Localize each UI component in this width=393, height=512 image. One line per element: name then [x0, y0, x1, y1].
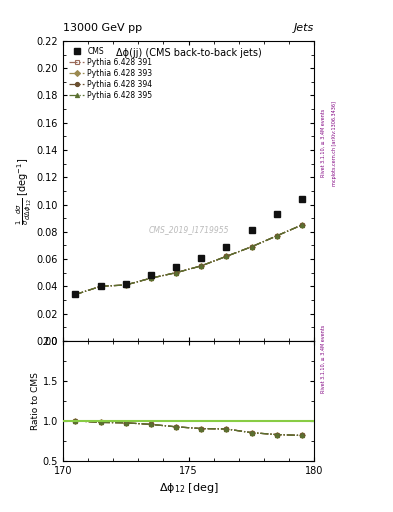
CMS — [73, 291, 78, 297]
Pythia 6.428 391 — [199, 263, 204, 269]
Pythia 6.428 393 — [73, 291, 78, 297]
Pythia 6.428 395 — [73, 291, 78, 297]
Pythia 6.428 395 — [174, 270, 178, 276]
Line: Pythia 6.428 393: Pythia 6.428 393 — [73, 223, 304, 296]
Text: Δϕ(jj) (CMS back-to-back jets): Δϕ(jj) (CMS back-to-back jets) — [116, 49, 261, 58]
Pythia 6.428 395 — [249, 244, 254, 250]
CMS — [123, 281, 128, 287]
Pythia 6.428 393 — [98, 283, 103, 289]
Text: mcplots.cern.ch [arXiv:1306.3436]: mcplots.cern.ch [arXiv:1306.3436] — [332, 101, 337, 186]
Pythia 6.428 393 — [299, 222, 304, 228]
Y-axis label: Ratio to CMS: Ratio to CMS — [31, 372, 40, 430]
Pythia 6.428 391 — [73, 291, 78, 297]
Pythia 6.428 395 — [224, 253, 229, 260]
Pythia 6.428 394 — [174, 270, 178, 276]
Pythia 6.428 391 — [98, 283, 103, 289]
Pythia 6.428 393 — [249, 244, 254, 250]
Pythia 6.428 393 — [149, 275, 153, 281]
CMS — [98, 283, 103, 289]
Pythia 6.428 391 — [174, 270, 178, 276]
Pythia 6.428 394 — [299, 222, 304, 228]
Pythia 6.428 393 — [224, 253, 229, 260]
Text: Rivet 3.1.10, ≥ 3.4M events: Rivet 3.1.10, ≥ 3.4M events — [320, 109, 325, 178]
Pythia 6.428 393 — [123, 282, 128, 288]
Text: Rivet 3.1.10, ≥ 3.4M events: Rivet 3.1.10, ≥ 3.4M events — [320, 324, 325, 393]
Pythia 6.428 394 — [199, 263, 204, 269]
X-axis label: Δϕ$_{12}$ [deg]: Δϕ$_{12}$ [deg] — [159, 481, 219, 495]
Pythia 6.428 394 — [98, 283, 103, 289]
Pythia 6.428 395 — [98, 283, 103, 289]
CMS — [274, 211, 279, 217]
CMS — [224, 244, 229, 250]
Pythia 6.428 395 — [149, 275, 153, 281]
Line: Pythia 6.428 394: Pythia 6.428 394 — [73, 223, 304, 296]
Pythia 6.428 395 — [274, 233, 279, 239]
CMS — [299, 196, 304, 202]
CMS — [199, 254, 204, 261]
CMS — [249, 227, 254, 233]
Pythia 6.428 394 — [123, 282, 128, 288]
CMS — [149, 272, 153, 279]
Text: CMS_2019_I1719955: CMS_2019_I1719955 — [149, 225, 229, 234]
Pythia 6.428 393 — [174, 270, 178, 276]
Pythia 6.428 395 — [123, 282, 128, 288]
Text: 13000 GeV pp: 13000 GeV pp — [63, 23, 142, 33]
Pythia 6.428 394 — [149, 275, 153, 281]
Line: Pythia 6.428 395: Pythia 6.428 395 — [73, 223, 304, 296]
Pythia 6.428 391 — [299, 222, 304, 228]
Pythia 6.428 394 — [224, 253, 229, 260]
Line: CMS: CMS — [72, 196, 305, 298]
Pythia 6.428 391 — [274, 233, 279, 239]
Y-axis label: $\frac{1}{\sigma}\frac{d\sigma}{d\Delta\phi_{12}}$ [deg$^{-1}$]: $\frac{1}{\sigma}\frac{d\sigma}{d\Delta\… — [14, 157, 34, 225]
Pythia 6.428 395 — [199, 263, 204, 269]
CMS — [174, 264, 178, 270]
Pythia 6.428 394 — [249, 244, 254, 250]
Pythia 6.428 391 — [149, 275, 153, 281]
Pythia 6.428 394 — [274, 233, 279, 239]
Text: Jets: Jets — [294, 23, 314, 33]
Pythia 6.428 395 — [299, 222, 304, 228]
Line: Pythia 6.428 391: Pythia 6.428 391 — [73, 223, 304, 296]
Pythia 6.428 394 — [73, 291, 78, 297]
Pythia 6.428 393 — [274, 233, 279, 239]
Pythia 6.428 391 — [224, 253, 229, 260]
Pythia 6.428 391 — [123, 282, 128, 288]
Legend: CMS, Pythia 6.428 391, Pythia 6.428 393, Pythia 6.428 394, Pythia 6.428 395: CMS, Pythia 6.428 391, Pythia 6.428 393,… — [67, 45, 155, 102]
Pythia 6.428 393 — [199, 263, 204, 269]
Pythia 6.428 391 — [249, 244, 254, 250]
